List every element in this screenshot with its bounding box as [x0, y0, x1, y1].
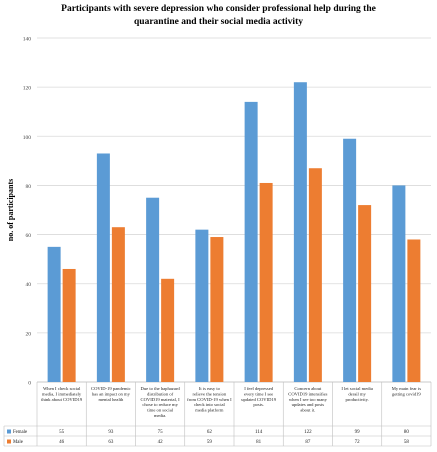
bar-male	[407, 239, 421, 382]
legend-label-male: Male	[13, 440, 23, 445]
bar-female	[392, 185, 406, 382]
bar-female	[146, 197, 160, 382]
bar-female	[96, 153, 110, 382]
table-value: 114	[255, 430, 263, 435]
table-value: 80	[404, 430, 410, 435]
table-value: 46	[59, 440, 65, 445]
bar-male	[210, 237, 224, 382]
table-value: 62	[207, 430, 213, 435]
y-tick-label: 80	[26, 184, 32, 190]
table-value: 99	[355, 430, 361, 435]
y-tick-label: 60	[26, 233, 32, 239]
bar-female	[47, 246, 61, 382]
table-value: 122	[304, 430, 312, 435]
bar-male	[161, 278, 175, 382]
bar-female	[244, 101, 258, 382]
bar-male	[259, 182, 273, 382]
table-value: 55	[59, 430, 65, 435]
table-value: 42	[158, 440, 164, 445]
legend-swatch-male	[7, 439, 11, 444]
y-tick-label: 20	[26, 331, 32, 337]
table-value: 58	[404, 440, 410, 445]
category-label: Due to the haphazard distribution of COVID…	[141, 386, 181, 418]
y-tick-label: 40	[26, 282, 32, 288]
bar-male	[358, 205, 372, 382]
category-label: When I check social media, I immediately t…	[41, 386, 83, 402]
table-value: 63	[108, 440, 114, 445]
category-label: I let social media derail my productivity.	[341, 386, 373, 402]
category-label: Concern about COVID19 intensifies when I s…	[288, 386, 327, 413]
category-label: COVID-19 pandemic has an impact on my ment…	[91, 386, 131, 402]
legend-swatch-female	[7, 429, 11, 434]
y-axis-label: no. of participants	[6, 179, 15, 241]
y-tick-labels: 0 20 40 60 80 100 120 140	[23, 37, 32, 387]
table-value: 59	[207, 440, 213, 445]
table-value: 72	[355, 440, 361, 445]
bar-female	[195, 229, 209, 382]
chart-title: Participants with severe depression who …	[61, 4, 376, 27]
bar-female	[293, 82, 307, 382]
data-table: When I check social media, I immediately t…	[3, 382, 432, 447]
y-tick-label: 100	[23, 135, 32, 141]
y-tick-label: 120	[23, 86, 32, 92]
bar-male	[62, 268, 76, 382]
category-label: It is easy to relieve the tension from COV…	[187, 386, 232, 413]
table-value: 75	[158, 430, 164, 435]
table-value: 81	[256, 440, 262, 445]
legend-label-female: Female	[13, 430, 27, 435]
bars	[47, 82, 421, 382]
table-value: 93	[108, 430, 114, 435]
category-label: I feel depressed every time I see updated …	[241, 386, 277, 407]
bar-male	[308, 168, 322, 382]
gridlines	[37, 37, 431, 383]
category-label: My main fear is getting covid19	[392, 386, 422, 396]
y-tick-label: 140	[23, 37, 32, 43]
bar-male	[111, 227, 125, 382]
bar-female	[343, 138, 357, 382]
table-value: 87	[305, 440, 311, 445]
y-tick-label: 0	[28, 381, 31, 387]
